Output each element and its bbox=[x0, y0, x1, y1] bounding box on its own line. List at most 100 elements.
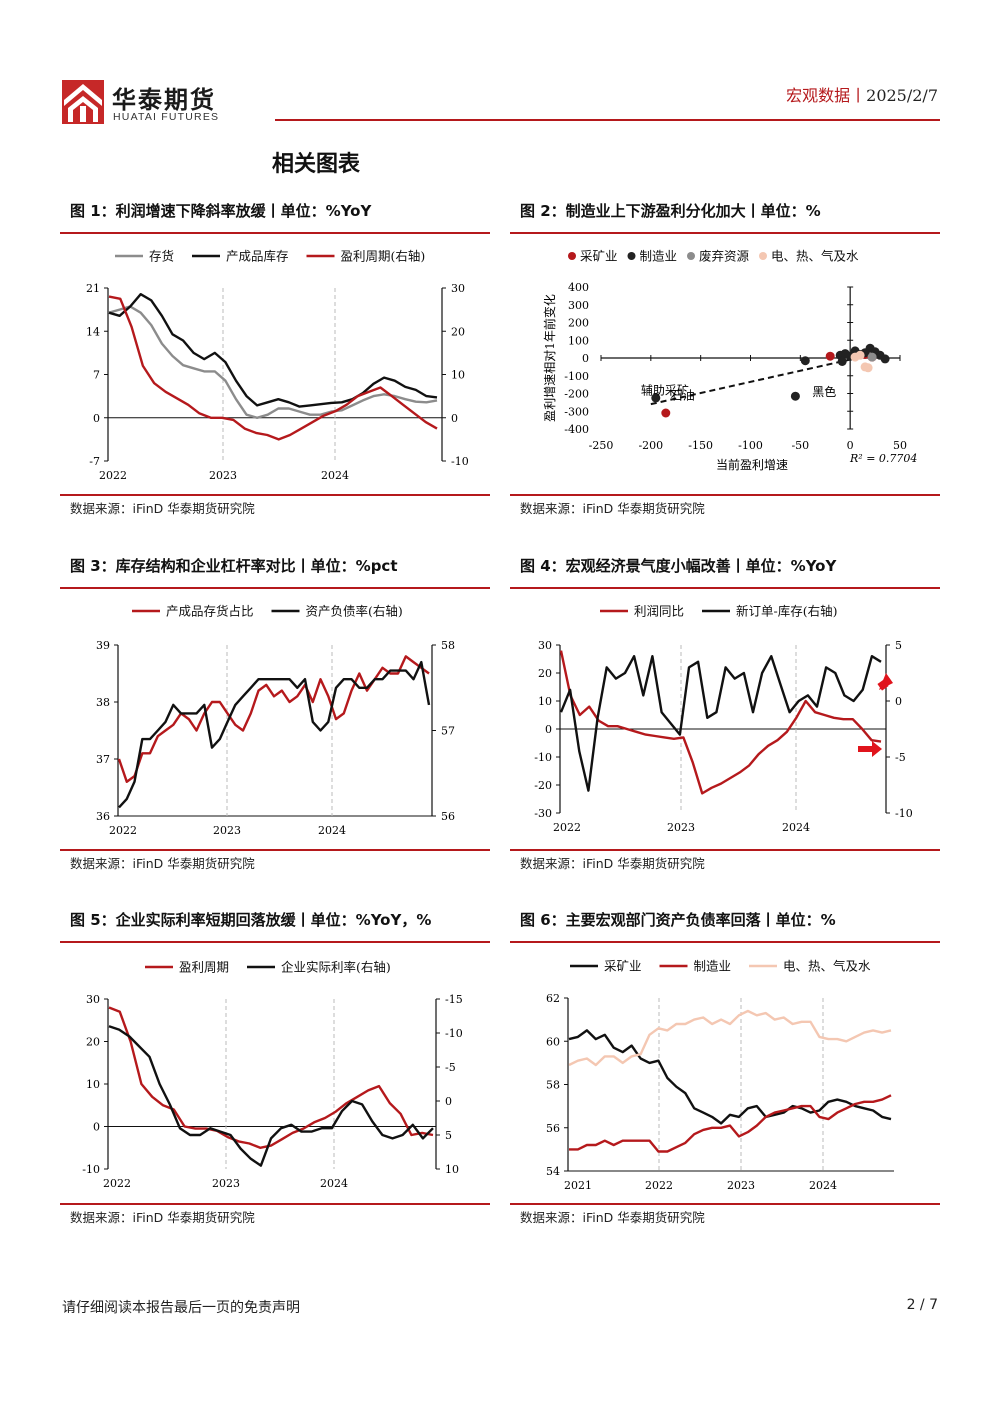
x-tick-label: 2024 bbox=[321, 469, 349, 482]
y-tick-label-right: 56 bbox=[441, 810, 455, 823]
legend-label: 废弃资源 bbox=[699, 249, 750, 264]
y-tick-label: 37 bbox=[96, 753, 110, 766]
series-line bbox=[569, 1094, 892, 1153]
x-tick-label: 50 bbox=[893, 439, 907, 452]
y-tick-label-right: 20 bbox=[451, 325, 465, 338]
scatter-point bbox=[867, 352, 877, 362]
y-tick-label: 62 bbox=[546, 992, 560, 1005]
legend-label: 企业实际利率(右轴) bbox=[281, 960, 391, 975]
chart-6-svg: 采矿业 制造业 电、热、气及水 62 60 58 56 54 2021 2022 2023 2024 bbox=[546, 959, 894, 1192]
legend-label: 存货 bbox=[149, 249, 174, 264]
legend-label: 制造业 bbox=[694, 959, 732, 974]
y-tick-label-right: 10 bbox=[445, 1163, 459, 1176]
x-tick-label: 2023 bbox=[667, 821, 695, 834]
header-separator: 丨 bbox=[850, 86, 867, 105]
header-rule bbox=[275, 119, 940, 121]
up-arrow-icon bbox=[877, 679, 889, 691]
y-tick-label-right: 10 bbox=[451, 369, 465, 382]
legend-label: 电、热、气及水 bbox=[783, 959, 871, 974]
source-note: 数据来源：iFinD 华泰期货研究院 bbox=[520, 856, 705, 871]
legend-label: 电、热、气及水 bbox=[771, 249, 859, 264]
scatter-point bbox=[661, 408, 671, 418]
y-tick-label: 60 bbox=[546, 1035, 560, 1048]
chart-3-svg: 产成品存货占比 资产负债率(右轴) 39 38 37 36 58 57 56 2022 2023 20… bbox=[96, 604, 455, 838]
y-tick-label: 0 bbox=[93, 412, 100, 425]
section-title: 相关图表 bbox=[272, 152, 361, 177]
huatai-logo bbox=[62, 80, 104, 124]
y-tick-label: 400 bbox=[568, 281, 589, 294]
series-line bbox=[568, 1029, 892, 1125]
disclaimer-note: 请仔细阅读本报告最后一页的免责声明 bbox=[62, 1300, 300, 1316]
scatter-point bbox=[825, 351, 835, 361]
y-tick-label: 0 bbox=[545, 723, 552, 736]
y-tick-label: 30 bbox=[86, 993, 100, 1006]
y-tick-label: -10 bbox=[534, 751, 552, 764]
source-rule bbox=[510, 1203, 940, 1205]
chart-2-svg: 采矿业 制造业 废弃资源 电、热、气及水 400 300 200 100 0 -100 -200 -3… bbox=[542, 249, 917, 473]
report-category: 宏观数据 bbox=[786, 86, 851, 105]
legend-label: 资产负债率(右轴) bbox=[306, 604, 403, 619]
page-number: 2 / 7 bbox=[906, 1297, 938, 1313]
source-rule bbox=[510, 494, 940, 496]
chart-5-svg: 盈利周期 企业实际利率(右轴) 30 20 10 0 -10 -15 -10 -5 0 5 10 2022… bbox=[82, 960, 463, 1191]
y-tick-label-right: -5 bbox=[445, 1061, 456, 1074]
y-tick-label: 200 bbox=[568, 317, 589, 330]
y-tick-label: 21 bbox=[86, 282, 100, 295]
chart-title: 图 6：主要宏观部门资产负债率回落丨单位：% bbox=[520, 911, 836, 929]
series-line bbox=[559, 654, 882, 792]
report-date: 2025/2/7 bbox=[866, 86, 938, 105]
y-tick-label: 54 bbox=[546, 1165, 560, 1178]
brand-name-cn: 华泰期货 bbox=[112, 86, 216, 114]
title-rule bbox=[60, 232, 490, 234]
chart-title: 图 2：制造业上下游盈利分化加大丨单位：% bbox=[520, 202, 821, 220]
legend-label: 新订单-库存(右轴) bbox=[736, 604, 837, 619]
source-note: 数据来源：iFinD 华泰期货研究院 bbox=[70, 1210, 255, 1225]
y-tick-label-right: -10 bbox=[445, 1027, 463, 1040]
chart-title: 图 4：宏观经济景气度小幅改善丨单位：%YoY bbox=[520, 557, 837, 575]
series-line bbox=[108, 1006, 434, 1150]
x-tick-label: 2021 bbox=[564, 1179, 592, 1192]
y-axis-title: 盈利增速相对1年前变化 bbox=[542, 294, 557, 422]
y-tick-label: 0 bbox=[93, 1121, 100, 1134]
y-tick-label: -200 bbox=[564, 388, 589, 401]
y-tick-label-right: 0 bbox=[445, 1095, 452, 1108]
y-tick-label: 20 bbox=[86, 1036, 100, 1049]
y-tick-label: 58 bbox=[546, 1079, 560, 1092]
legend-label: 盈利周期 bbox=[179, 960, 229, 975]
x-tick-label: 2022 bbox=[99, 469, 127, 482]
y-tick-label-right: 30 bbox=[451, 282, 465, 295]
y-tick-label: -10 bbox=[82, 1163, 100, 1176]
point-annotation: 黑色 bbox=[812, 385, 836, 399]
y-tick-label: 36 bbox=[96, 810, 110, 823]
title-rule bbox=[510, 232, 940, 234]
x-tick-label: 2023 bbox=[209, 469, 237, 482]
y-tick-label: 14 bbox=[86, 325, 100, 338]
y-tick-label: 10 bbox=[538, 695, 552, 708]
legend-marker bbox=[568, 252, 576, 260]
legend-label: 制造业 bbox=[640, 249, 678, 264]
chart-4-svg: 利润同比 新订单-库存(右轴) 30 20 10 0 -10 -20 -30 5 0 -5 -10 202… bbox=[534, 604, 912, 835]
legend-label: 采矿业 bbox=[604, 959, 642, 974]
y-tick-label: 0 bbox=[582, 352, 589, 365]
y-tick-label-right: 58 bbox=[441, 639, 455, 652]
source-rule bbox=[60, 849, 490, 851]
source-rule bbox=[60, 1203, 490, 1205]
chart-title: 图 5：企业实际利率短期回落放缓丨单位：%YoY，% bbox=[70, 911, 432, 929]
down-right-arrow-icon bbox=[858, 741, 882, 757]
y-tick-label: 56 bbox=[546, 1122, 560, 1135]
x-tick-label: 2023 bbox=[212, 1177, 240, 1190]
series-line bbox=[568, 1009, 892, 1067]
legend-label: 利润同比 bbox=[634, 604, 684, 619]
chart-title: 图 1：利润增速下降斜率放缓丨单位：%YoY bbox=[70, 202, 372, 220]
y-tick-label-right: 57 bbox=[441, 725, 455, 738]
legend-label: 产成品库存 bbox=[226, 249, 289, 264]
y-tick-label-right: -5 bbox=[895, 751, 906, 764]
y-tick-label: -30 bbox=[534, 807, 552, 820]
legend-marker bbox=[627, 252, 636, 260]
y-tick-label: 20 bbox=[538, 667, 552, 680]
title-rule bbox=[60, 587, 490, 589]
chart-1-svg: 存货 产成品库存 盈利周期(右轴) 21 14 7 0 -7 30 20 10 0 -10 2022 202… bbox=[86, 249, 469, 483]
y-tick-label: -100 bbox=[564, 370, 589, 383]
source-rule bbox=[60, 494, 490, 496]
y-tick-label: -300 bbox=[564, 405, 589, 418]
